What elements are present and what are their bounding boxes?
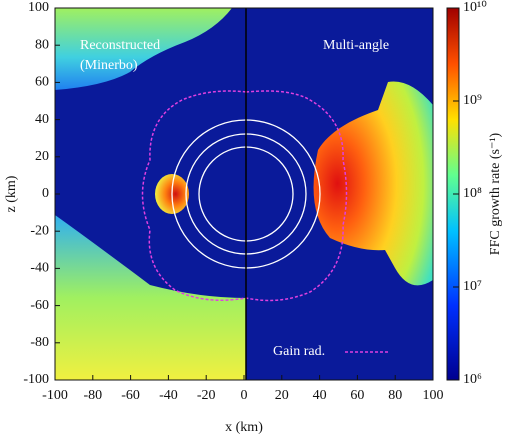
y-tick-label: 0 bbox=[42, 186, 49, 201]
annotation: Reconstructed bbox=[80, 38, 160, 53]
x-tick-label: 20 bbox=[275, 388, 289, 403]
x-tick-label: 40 bbox=[313, 388, 327, 403]
heatmap bbox=[55, 8, 433, 380]
y-axis-label: z (km) bbox=[4, 175, 19, 212]
x-tick-label: 80 bbox=[388, 388, 402, 403]
y-tick-label: 80 bbox=[35, 37, 49, 52]
colorbar-tick-label: 10⁹ bbox=[463, 93, 482, 108]
colorbar-label: FFC growth rate (s⁻¹) bbox=[488, 132, 503, 255]
x-tick-label: 60 bbox=[350, 388, 364, 403]
x-tick-label: 100 bbox=[423, 388, 444, 403]
legend-label: Gain rad. bbox=[273, 344, 325, 359]
x-tick-label: -60 bbox=[121, 388, 140, 403]
x-tick-label: -80 bbox=[83, 388, 102, 403]
colorbar-tick-label: 10⁷ bbox=[463, 279, 482, 294]
y-tick-label: 40 bbox=[35, 112, 49, 127]
y-tick-label: -100 bbox=[23, 372, 49, 387]
x-tick-label: -40 bbox=[159, 388, 178, 403]
y-tick-label: -80 bbox=[30, 335, 49, 350]
y-tick-label: -20 bbox=[30, 223, 49, 238]
x-tick-label: -100 bbox=[42, 388, 68, 403]
y-tick-label: -40 bbox=[30, 261, 49, 276]
x-tick-label: 0 bbox=[241, 388, 248, 403]
annotation: (Minerbo) bbox=[80, 58, 138, 73]
x-axis-label: x (km) bbox=[225, 420, 263, 435]
y-tick-label: 100 bbox=[28, 0, 49, 15]
colorbar-tick-label: 10⁶ bbox=[463, 372, 482, 387]
y-tick-label: 60 bbox=[35, 75, 49, 90]
y-tick-label: -60 bbox=[30, 298, 49, 313]
x-tick-label: -20 bbox=[197, 388, 216, 403]
y-tick-label: 20 bbox=[35, 149, 49, 164]
colorbar-tick-label: 10¹⁰ bbox=[463, 0, 487, 15]
colorbar-tick-label: 10⁸ bbox=[463, 186, 482, 201]
annotation: Multi-angle bbox=[323, 38, 389, 53]
